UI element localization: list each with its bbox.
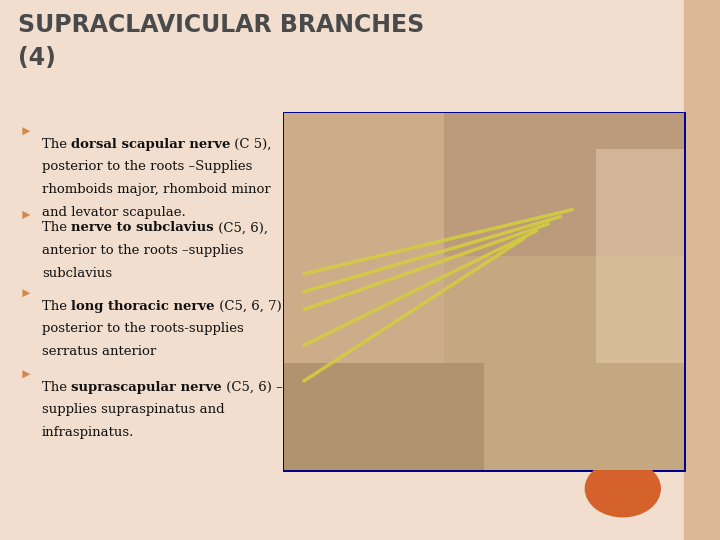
- Text: dorsal scapular nerve: dorsal scapular nerve: [71, 138, 230, 151]
- Bar: [284, 113, 684, 470]
- Text: long thoracic nerve: long thoracic nerve: [71, 300, 215, 313]
- Text: (C5, 6, 7): (C5, 6, 7): [215, 300, 282, 313]
- Text: infraspinatus.: infraspinatus.: [42, 426, 134, 439]
- Text: posterior to the roots-supplies: posterior to the roots-supplies: [42, 322, 243, 335]
- Text: (C 5),: (C 5),: [230, 138, 271, 151]
- Bar: [596, 149, 684, 363]
- Text: (4): (4): [18, 46, 56, 70]
- Text: anterior to the roots –supplies: anterior to the roots –supplies: [42, 244, 243, 257]
- Text: posterior to the roots –Supplies: posterior to the roots –Supplies: [42, 160, 252, 173]
- Bar: [284, 113, 444, 363]
- Text: The: The: [42, 300, 71, 313]
- Text: rhomboids major, rhomboid minor: rhomboids major, rhomboid minor: [42, 183, 271, 196]
- Text: suprascapular nerve: suprascapular nerve: [71, 381, 222, 394]
- Text: serratus anterior: serratus anterior: [42, 345, 156, 358]
- Text: SUPRACLAVICULAR BRANCHES: SUPRACLAVICULAR BRANCHES: [18, 14, 424, 37]
- Text: The: The: [42, 381, 71, 394]
- Bar: [444, 113, 684, 256]
- Text: The: The: [42, 221, 71, 234]
- Bar: [684, 0, 720, 540]
- Text: (C5, 6) –: (C5, 6) –: [222, 381, 282, 394]
- Text: supplies supraspinatus and: supplies supraspinatus and: [42, 403, 225, 416]
- Text: and levator scapulae.: and levator scapulae.: [42, 206, 186, 219]
- Text: subclavius: subclavius: [42, 267, 112, 280]
- Bar: [284, 113, 684, 470]
- Bar: [284, 363, 485, 470]
- Circle shape: [585, 461, 660, 517]
- Text: nerve to subclavius: nerve to subclavius: [71, 221, 214, 234]
- Text: (C5, 6),: (C5, 6),: [214, 221, 268, 234]
- Text: The: The: [42, 138, 71, 151]
